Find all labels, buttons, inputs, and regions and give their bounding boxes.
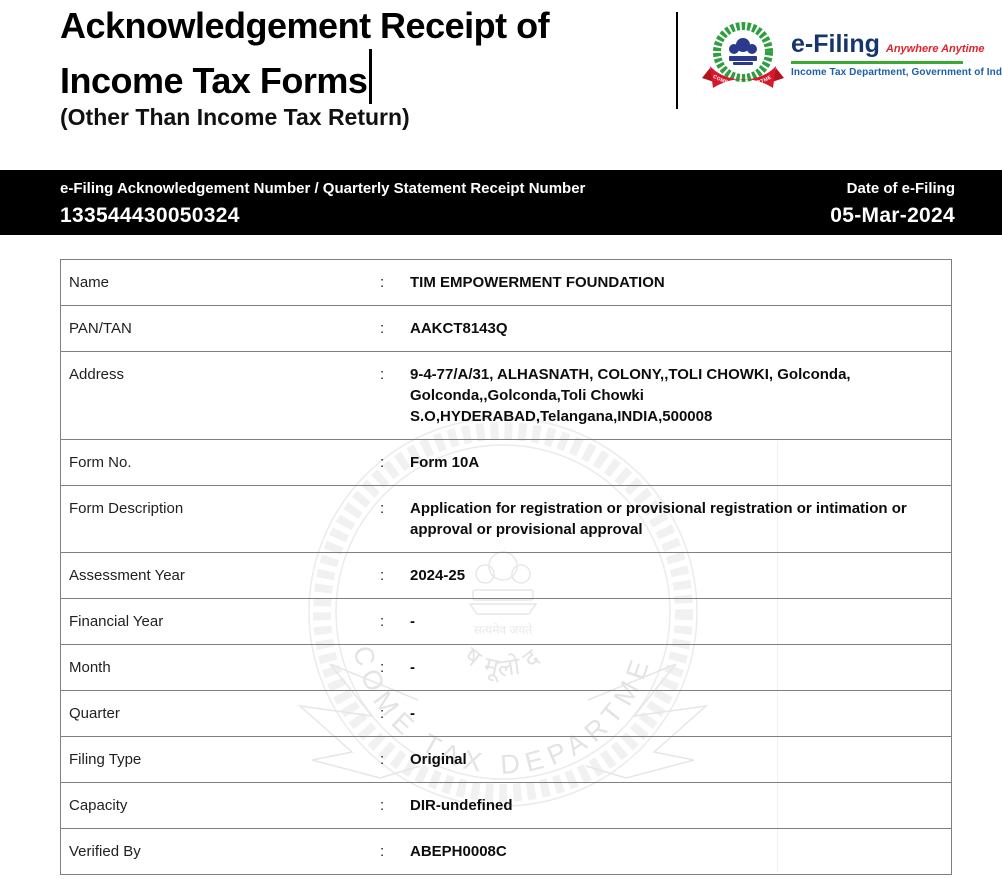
row-value: Original [410,751,467,768]
title-line1: Acknowledgement Receipt of [60,5,550,46]
row-label: Financial Year [69,613,164,630]
text-cursor [369,49,373,104]
row-label: Assessment Year [69,567,185,584]
table-row: Month: - [61,644,951,690]
table-row: Filing Type: Original [61,736,951,782]
row-value: Application for registration or provisio… [410,500,907,538]
row-colon: : [380,613,385,630]
row-value: 2024-25 [410,567,466,584]
row-label: Month [69,659,111,676]
row-colon: : [380,705,385,722]
efiling-date-label: Date of e-Filing [846,180,955,197]
table-row: Quarter: - [61,690,951,736]
row-label: Address [69,366,125,383]
row-colon: : [380,320,385,337]
row-colon: : [380,751,385,768]
row-colon: : [380,843,385,860]
logo-dept-line: Income Tax Department, Government of Ind… [791,67,1002,78]
row-label: PAN/TAN [69,320,132,337]
logo-green-rule [791,61,963,64]
row-label: Form No. [69,454,132,471]
table-row: Financial Year: - [61,598,951,644]
income-tax-emblem-icon: INCOME TAX DEPARTMENT [702,14,784,88]
efiling-logo-text: e-Filing Anywhere Anytime Income Tax Dep… [791,30,1002,78]
table-row: PAN/TAN: AAKCT8143Q [61,305,951,351]
row-colon: : [380,454,385,471]
table-row: Capacity: DIR-undefined [61,782,951,828]
table-row: Verified By: ABEPH0008C [61,828,951,874]
row-label: Filing Type [69,751,142,768]
row-value: ABEPH0008C [410,843,507,860]
title-line2: Income Tax Forms [60,60,368,101]
row-colon: : [380,797,385,814]
efiling-date-value: 05-Mar-2024 [830,204,955,227]
header-divider [676,12,678,109]
faint-column-line [777,441,778,872]
table-row: Form No.: Form 10A [61,439,951,485]
ack-number-block: e-Filing Acknowledgement Number / Quarte… [60,179,585,235]
row-value: - [410,613,415,630]
row-colon: : [380,500,385,517]
row-value: - [410,659,415,676]
row-value: TIM EMPOWERMENT FOUNDATION [410,274,665,291]
ack-number-label: e-Filing Acknowledgement Number / Quarte… [60,180,586,197]
row-value: AAKCT8143Q [410,320,508,337]
table-row: Address: 9-4-77/A/31, ALHASNATH, COLONY,,… [61,351,951,439]
ribbon-banner [702,66,784,88]
row-value: DIR-undefined [410,797,513,814]
page-title: Acknowledgement Receipt of Income Tax For… [60,2,550,104]
efiling-wordmark: e-Filing [791,30,880,58]
row-value: - [410,705,415,722]
page-subtitle: (Other Than Income Tax Return) [60,104,410,130]
table-row: Form Description: Application for registr… [61,485,951,552]
efiling-tagline: Anywhere Anytime [885,43,985,55]
page-header: Acknowledgement Receipt of Income Tax For… [0,0,1002,170]
row-label: Capacity [69,797,128,814]
table-row: Assessment Year: 2024-25 [61,552,951,598]
acknowledgement-bar: e-Filing Acknowledgement Number / Quarte… [0,170,1002,235]
row-value: 9-4-77/A/31, ALHASNATH, COLONY,,TOLI CHO… [410,366,851,425]
row-label: Form Description [69,500,184,517]
row-colon: : [380,659,385,676]
details-table: Name: TIM EMPOWERMENT FOUNDATION PAN/TAN: A… [60,259,952,875]
table-row: Name: TIM EMPOWERMENT FOUNDATION [61,260,951,305]
lion-capital-icon [729,38,757,65]
row-label: Verified By [69,843,141,860]
efiling-date-block: Date of e-Filing 05-Mar-2024 [830,179,955,235]
row-colon: : [380,274,385,291]
efiling-logo: INCOME TAX DEPARTMENT e-Filing Anywhere … [702,14,1002,100]
row-label: Quarter [69,705,120,722]
row-value: Form 10A [410,454,480,471]
row-label: Name [69,274,110,291]
row-colon: : [380,567,385,584]
row-colon: : [380,366,385,383]
ack-number-value: 133544430050324 [60,204,240,227]
